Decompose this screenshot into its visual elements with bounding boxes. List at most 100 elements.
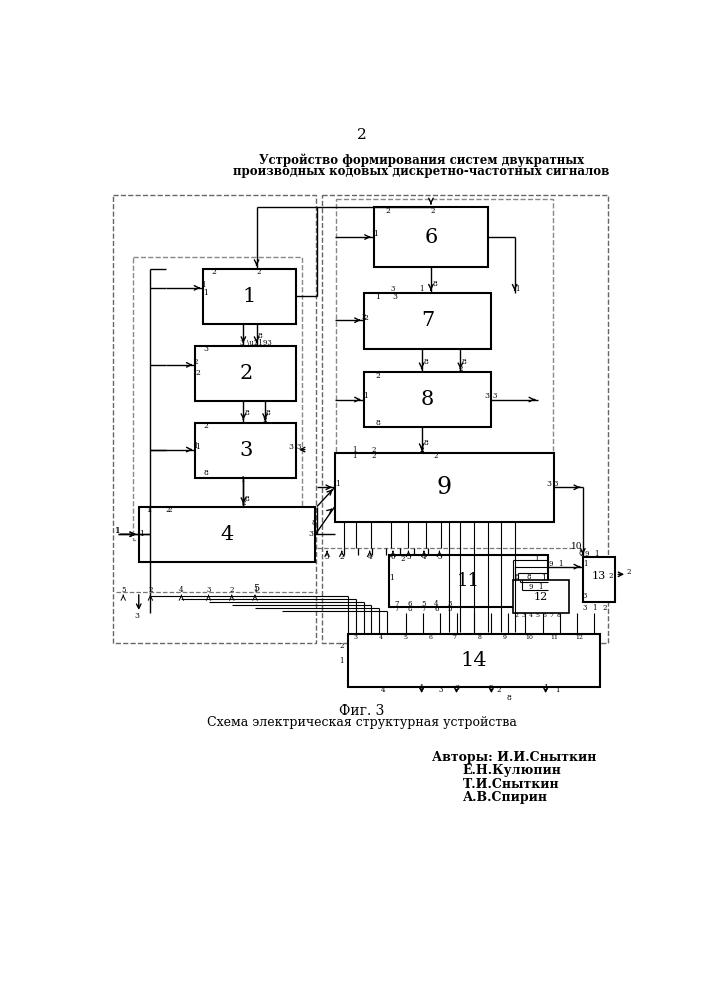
Text: 2: 2 xyxy=(241,499,245,507)
Text: 1: 1 xyxy=(558,560,563,568)
Text: 2: 2 xyxy=(357,128,367,142)
Bar xyxy=(195,346,296,401)
Text: 8: 8 xyxy=(204,469,209,477)
Text: 2: 2 xyxy=(489,684,493,692)
Text: 1: 1 xyxy=(193,442,197,450)
Text: 9: 9 xyxy=(437,476,452,499)
Text: 4: 4 xyxy=(378,635,382,640)
Text: 3: 3 xyxy=(392,293,397,301)
Text: Авторы: И.И.Сныткин: Авторы: И.И.Сныткин xyxy=(432,751,596,764)
Bar xyxy=(389,555,548,607)
Text: 1: 1 xyxy=(389,574,394,582)
Text: 7: 7 xyxy=(395,600,399,608)
Text: 2: 2 xyxy=(361,313,366,321)
Text: 8: 8 xyxy=(526,573,531,581)
Text: 1: 1 xyxy=(538,583,542,591)
Text: 1: 1 xyxy=(243,287,256,306)
Text: 6: 6 xyxy=(408,600,412,608)
Text: 2: 2 xyxy=(166,506,170,514)
Text: 2: 2 xyxy=(211,268,216,276)
Text: Схема электрическая структурная устройства: Схема электрическая структурная устройст… xyxy=(207,716,517,729)
Text: 8: 8 xyxy=(423,358,428,366)
Text: Е.Н.Кулюпин: Е.Н.Кулюпин xyxy=(462,764,561,777)
Text: 12: 12 xyxy=(575,635,583,640)
Bar xyxy=(195,423,296,478)
Text: 5: 5 xyxy=(407,553,411,561)
Text: 14: 14 xyxy=(461,651,487,670)
Text: 3: 3 xyxy=(391,285,395,293)
Text: 2: 2 xyxy=(230,586,234,594)
Text: 2: 2 xyxy=(458,365,462,373)
Text: 4: 4 xyxy=(529,613,533,618)
Text: 2: 2 xyxy=(193,358,197,366)
Text: 4: 4 xyxy=(421,553,426,561)
Text: 2: 2 xyxy=(431,207,435,215)
Bar xyxy=(139,507,315,562)
Text: 8: 8 xyxy=(257,332,262,340)
Text: 3: 3 xyxy=(296,443,300,451)
Text: Фиг. 3: Фиг. 3 xyxy=(339,704,385,718)
Text: 2: 2 xyxy=(239,364,252,383)
Text: 8: 8 xyxy=(375,419,380,427)
Text: 8: 8 xyxy=(433,280,437,288)
Text: 2: 2 xyxy=(363,314,368,322)
Bar xyxy=(373,207,489,267)
Text: 2: 2 xyxy=(385,207,390,215)
Text: 1: 1 xyxy=(240,476,245,484)
Bar xyxy=(583,557,615,602)
Text: 8: 8 xyxy=(515,573,519,581)
Text: 2: 2 xyxy=(602,604,607,612)
Text: Т.И.Сныткин: Т.И.Сныткин xyxy=(462,778,559,791)
Text: 2: 2 xyxy=(626,568,631,576)
Text: 10: 10 xyxy=(525,635,533,640)
Text: 2: 2 xyxy=(419,446,424,454)
Text: 8: 8 xyxy=(244,495,249,503)
Text: 2: 2 xyxy=(579,550,583,558)
Text: 11: 11 xyxy=(457,572,480,590)
Text: 8: 8 xyxy=(421,390,434,409)
Bar xyxy=(335,453,554,522)
Text: 3: 3 xyxy=(522,613,526,618)
Text: 6: 6 xyxy=(424,228,438,247)
Text: 3: 3 xyxy=(437,553,442,561)
Text: 1: 1 xyxy=(375,293,380,301)
Text: 5: 5 xyxy=(404,635,407,640)
Text: 1: 1 xyxy=(115,527,120,535)
Text: 2: 2 xyxy=(497,686,501,694)
Bar xyxy=(337,199,554,480)
Text: 5: 5 xyxy=(121,586,126,594)
Text: 4: 4 xyxy=(221,525,234,544)
Text: 6: 6 xyxy=(391,553,395,561)
Bar xyxy=(363,372,491,427)
Text: 1: 1 xyxy=(195,443,200,451)
Text: 2: 2 xyxy=(195,369,200,377)
Text: 1: 1 xyxy=(147,506,152,514)
Bar xyxy=(513,580,569,613)
Text: 1: 1 xyxy=(361,392,366,400)
Text: 2: 2 xyxy=(371,452,376,460)
Text: 5: 5 xyxy=(252,584,259,593)
Text: 8: 8 xyxy=(478,635,481,640)
Text: 5: 5 xyxy=(325,553,329,561)
Text: 8: 8 xyxy=(312,519,316,527)
Text: 1: 1 xyxy=(419,285,424,293)
Text: А.В.Спирин: А.В.Спирин xyxy=(462,791,548,804)
Text: 9: 9 xyxy=(503,635,506,640)
Text: 1: 1 xyxy=(146,506,151,514)
Text: 1: 1 xyxy=(363,392,368,400)
Bar xyxy=(363,293,491,349)
Text: 1: 1 xyxy=(334,480,339,488)
Text: 4: 4 xyxy=(368,553,372,561)
Text: 1: 1 xyxy=(583,560,588,568)
Text: 3: 3 xyxy=(240,339,244,347)
Text: 2: 2 xyxy=(204,422,209,430)
Text: 2: 2 xyxy=(168,506,172,514)
Text: 1: 1 xyxy=(373,230,378,238)
Text: производных кодовых дискретно-частотных сигналов: производных кодовых дискретно-частотных … xyxy=(233,165,610,178)
Text: 4: 4 xyxy=(419,684,424,692)
Text: 3: 3 xyxy=(204,345,209,353)
Text: 8: 8 xyxy=(462,358,467,366)
Text: 5: 5 xyxy=(421,600,426,608)
Text: 2: 2 xyxy=(263,416,267,424)
Text: 3: 3 xyxy=(484,392,489,400)
